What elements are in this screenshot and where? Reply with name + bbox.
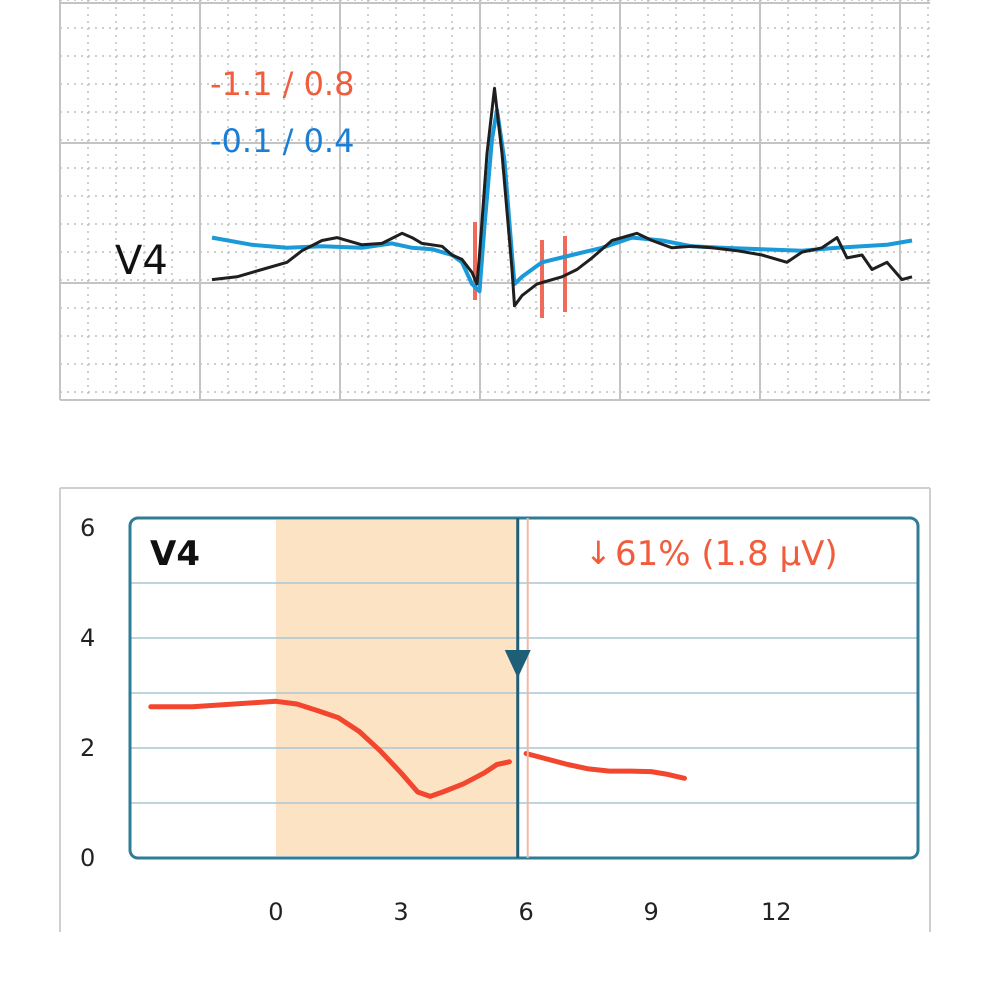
ecg-panel: -1.1 / 0.8 -0.1 / 0.4 V4 xyxy=(0,0,1000,410)
trend-grid xyxy=(130,582,918,804)
trend-title: V4 xyxy=(150,534,200,574)
trend-chart: 0 2 4 6 0 3 6 9 12 V4 ↓ 61% (1.8 µV) xyxy=(59,487,931,932)
y-tick-label: 0 xyxy=(80,844,95,872)
x-tick-label: 6 xyxy=(518,898,533,926)
y-tick-label: 2 xyxy=(80,734,95,762)
y-tick-label: 6 xyxy=(80,514,95,542)
trend-frame xyxy=(128,516,920,860)
trend-line xyxy=(148,698,512,799)
grid-background xyxy=(60,0,930,400)
y-tick-label: 4 xyxy=(80,624,95,652)
x-tick-label: 0 xyxy=(268,898,283,926)
x-tick-label: 3 xyxy=(393,898,408,926)
baseline-band xyxy=(275,520,518,856)
arrow-down-icon: ↓ xyxy=(585,534,612,572)
readout-reference: -0.1 / 0.4 xyxy=(210,122,354,160)
y-axis-ticks: 0 2 4 6 xyxy=(80,514,95,872)
ecg-plot: -1.1 / 0.8 -0.1 / 0.4 V4 xyxy=(59,0,930,401)
cursor-handle-icon[interactable] xyxy=(504,650,531,678)
trend-panel: 0 2 4 6 0 3 6 9 12 V4 ↓ 61% (1.8 µV) xyxy=(0,480,1000,960)
ecg-grid xyxy=(59,0,930,401)
x-axis-ticks: 0 3 6 9 12 xyxy=(268,898,791,926)
readout-measured: -1.1 / 0.8 xyxy=(210,65,354,103)
ecg-traces xyxy=(211,86,913,308)
lead-label: V4 xyxy=(115,238,168,284)
x-tick-label: 12 xyxy=(761,898,792,926)
x-tick-label: 9 xyxy=(644,898,659,926)
change-label: 61% (1.8 µV) xyxy=(615,534,838,574)
trend-lines xyxy=(148,698,687,799)
measured-trace xyxy=(211,86,913,308)
trend-line xyxy=(523,751,687,781)
reference-trace xyxy=(211,108,913,294)
cursor[interactable] xyxy=(504,518,531,858)
